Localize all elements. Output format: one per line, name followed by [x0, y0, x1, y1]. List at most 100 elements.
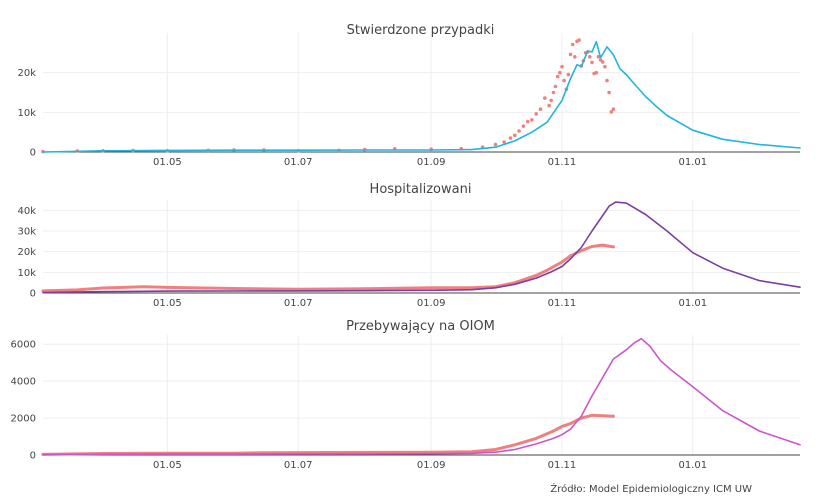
observed-point — [363, 287, 367, 291]
observed-point — [296, 287, 300, 291]
observed-point — [525, 119, 530, 124]
x-tick-label: 01.01 — [678, 298, 707, 309]
observed-point — [612, 245, 615, 249]
chart-panel-1: Stwierdzone przypadki 01.05 01.07 01.09 01.1… — [17, 23, 801, 168]
observed-point — [232, 287, 236, 290]
chart-title: Hospitalizowani — [370, 182, 472, 197]
observed-point — [569, 254, 572, 258]
y-tick-label: 6000 — [11, 340, 36, 351]
observed-point — [494, 448, 497, 451]
observed-point — [601, 243, 605, 247]
observed-point — [166, 286, 169, 289]
observed-series-line — [41, 413, 615, 456]
observed-point — [543, 96, 547, 100]
y-tick-label: 20k — [17, 68, 36, 79]
x-tick-label: 01.05 — [153, 298, 182, 309]
observed-point — [611, 107, 616, 111]
x-tick-label: 01.05 — [153, 460, 182, 471]
x-tick-label: 01.01 — [678, 460, 707, 471]
x-tick-label: 01.05 — [153, 157, 182, 168]
observed-point — [547, 103, 551, 108]
observed-point — [579, 249, 583, 253]
model-series-line — [42, 40, 801, 153]
observed-point — [513, 443, 517, 447]
observed-point — [609, 110, 614, 114]
observed-point — [588, 55, 592, 59]
observed-point — [569, 422, 572, 425]
observed-point — [493, 142, 498, 147]
observed-point — [41, 289, 45, 293]
y-tick-label: 0 — [30, 148, 36, 159]
observed-point — [502, 140, 506, 144]
model-series-line — [42, 337, 801, 456]
observed-point — [601, 414, 605, 418]
observed-point — [470, 286, 474, 290]
observed-point — [549, 98, 553, 103]
model-series-line — [42, 201, 801, 294]
observed-point — [429, 286, 433, 290]
y-tick-label: 10k — [17, 268, 36, 279]
x-tick-label: 01.09 — [417, 157, 446, 168]
observed-point — [534, 274, 538, 277]
x-tick-label: 01.07 — [284, 298, 313, 309]
observed-point — [560, 260, 564, 264]
source-note: Źródło: Model Epidemiologiczny ICM UW — [550, 482, 752, 495]
observed-point — [513, 133, 517, 138]
observed-point — [566, 72, 571, 77]
observed-point — [545, 268, 549, 272]
observed-point — [530, 118, 534, 122]
observed-point — [600, 60, 605, 64]
observed-point — [612, 414, 615, 418]
observed-point — [603, 64, 607, 69]
chart-title: Przebywający na OIOM — [346, 319, 495, 334]
y-tick-label: 2000 — [11, 414, 36, 425]
observed-point — [607, 90, 611, 95]
observed-point — [517, 129, 521, 133]
observed-point — [558, 70, 562, 75]
observed-point — [590, 413, 594, 417]
observed-point — [596, 55, 601, 59]
observed-point — [534, 112, 538, 116]
observed-point — [142, 285, 146, 289]
observed-point — [577, 38, 581, 42]
observed-point — [590, 245, 594, 248]
observed-point — [605, 78, 609, 83]
y-tick-label: 30k — [17, 227, 36, 238]
x-tick-label: 01.07 — [284, 460, 313, 471]
observed-point — [508, 136, 513, 140]
observed-point — [562, 78, 566, 83]
y-tick-label: 10k — [17, 108, 36, 119]
observed-point — [552, 429, 555, 433]
observed-point — [538, 107, 543, 111]
y-tick-label: 4000 — [11, 377, 36, 388]
x-tick-label: 01.07 — [284, 157, 313, 168]
observed-point — [573, 55, 577, 59]
observed-point — [570, 42, 575, 47]
x-tick-label: 01.09 — [417, 298, 446, 309]
observed-point — [553, 84, 558, 89]
observed-point — [568, 52, 573, 57]
observed-point — [560, 64, 564, 69]
x-tick-label: 01.11 — [548, 460, 577, 471]
chart-title: Stwierdzone przypadki — [347, 23, 495, 38]
x-tick-label: 01.01 — [678, 157, 707, 168]
y-tick-label: 20k — [17, 247, 36, 258]
x-tick-label: 01.09 — [417, 460, 446, 471]
observed-point — [560, 425, 564, 428]
observed-point — [590, 60, 594, 65]
y-tick-label: 0 — [30, 289, 36, 300]
x-tick-label: 01.11 — [548, 298, 577, 309]
observed-point — [534, 437, 538, 440]
y-tick-label: 40k — [17, 206, 36, 217]
observed-point — [555, 74, 560, 79]
observed-point — [551, 90, 556, 95]
observed-point — [594, 70, 599, 75]
chart-panel-2: Hospitalizowani 01.05 01.07 01.09 01.11 01.01… — [17, 182, 801, 309]
observed-point — [521, 124, 526, 128]
observed-point — [101, 286, 105, 290]
y-tick-label: 0 — [30, 451, 36, 462]
x-tick-label: 01.11 — [548, 157, 577, 168]
chart-panel-3: Przebywający na OIOM 01.05 01.07 01.09 01.11… — [11, 319, 801, 471]
